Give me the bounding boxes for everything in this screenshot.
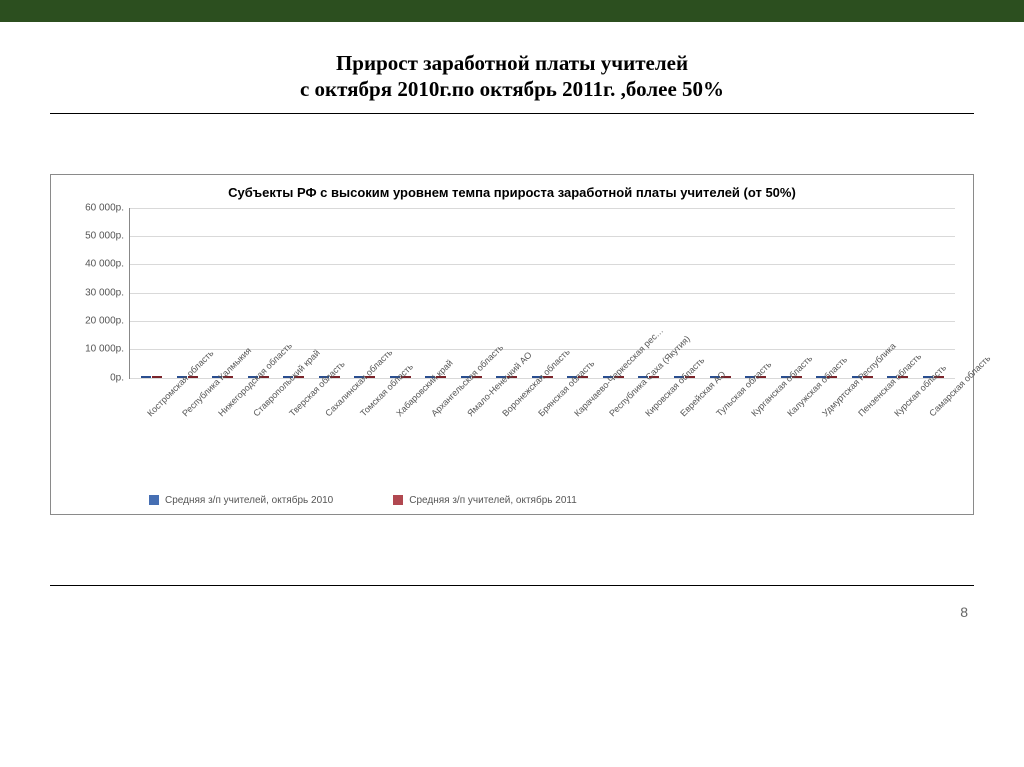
gridline bbox=[130, 236, 955, 237]
legend-label-2011: Средняя з/п учителей, октябрь 2011 bbox=[409, 495, 577, 506]
x-axis: Костромская областьРеспублика КалмыкияНи… bbox=[129, 379, 955, 489]
y-tick-label: 0р. bbox=[110, 372, 130, 383]
title-line-1: Прирост заработной платы учителей bbox=[50, 50, 974, 76]
slide-title: Прирост заработной платы учителей с октя… bbox=[50, 50, 974, 103]
page-content: Прирост заработной платы учителей с октя… bbox=[0, 50, 1024, 620]
y-tick-label: 20 000р. bbox=[85, 315, 130, 326]
y-tick-label: 50 000р. bbox=[85, 230, 130, 241]
legend-item-2011: Средняя з/п учителей, октябрь 2011 bbox=[393, 495, 577, 506]
legend: Средняя з/п учителей, октябрь 2010 Средн… bbox=[149, 495, 965, 506]
gridline bbox=[130, 208, 955, 209]
y-tick-label: 30 000р. bbox=[85, 287, 130, 298]
title-line-2: с октября 2010г.по октябрь 2011г. ,более… bbox=[50, 76, 974, 102]
gridline bbox=[130, 264, 955, 265]
page-number: 8 bbox=[50, 604, 974, 620]
footer-divider bbox=[50, 585, 974, 586]
chart-title: Субъекты РФ с высоким уровнем темпа прир… bbox=[59, 181, 965, 208]
gridline bbox=[130, 293, 955, 294]
legend-item-2010: Средняя з/п учителей, октябрь 2010 bbox=[149, 495, 333, 506]
y-tick-label: 10 000р. bbox=[85, 344, 130, 355]
legend-swatch-2010 bbox=[149, 495, 159, 505]
gridline bbox=[130, 349, 955, 350]
y-tick-label: 40 000р. bbox=[85, 259, 130, 270]
y-tick-label: 60 000р. bbox=[85, 202, 130, 213]
title-divider bbox=[50, 113, 974, 114]
legend-swatch-2011 bbox=[393, 495, 403, 505]
legend-label-2010: Средняя з/п учителей, октябрь 2010 bbox=[165, 495, 333, 506]
plot-area: 0р.10 000р.20 000р.30 000р.40 000р.50 00… bbox=[129, 208, 955, 379]
chart-container: Субъекты РФ с высоким уровнем темпа прир… bbox=[50, 174, 974, 515]
gridline bbox=[130, 321, 955, 322]
top-accent-bar bbox=[0, 0, 1024, 22]
